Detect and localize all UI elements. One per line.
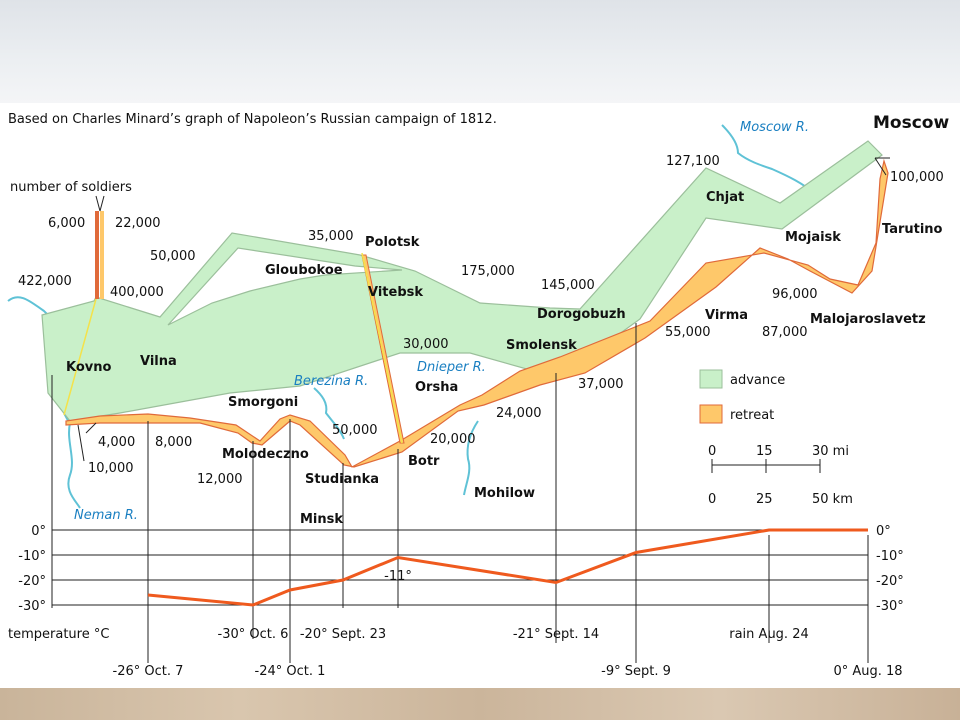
troop-count: 96,000 [772, 287, 818, 302]
scale-km-label: 0 [708, 492, 716, 507]
temperature-point-label: -26° Oct. 7 [113, 664, 184, 679]
city-label: Moscow [873, 113, 949, 133]
temperature-point-label: -11° [384, 569, 412, 584]
troop-count: 400,000 [110, 285, 164, 300]
advance-main [41, 140, 883, 422]
troop-count: 127,100 [666, 154, 720, 169]
river-label: Berezina R. [294, 374, 368, 389]
yellow-cross-line-1 [63, 298, 97, 416]
temperature-point-label: 0° Aug. 18 [833, 664, 902, 679]
troop-count: 175,000 [461, 264, 515, 279]
city-label: Kovno [66, 360, 112, 375]
scale-bar: 0 15 30 mi 0 25 50 km [708, 444, 853, 507]
troop-count: 30,000 [403, 337, 449, 352]
legend-swatch-retreat [699, 404, 723, 424]
temperature-point-label: -30° Oct. 6 [218, 627, 289, 642]
city-label: Mohilow [474, 486, 535, 501]
scale-mi-label: 15 [756, 444, 773, 459]
city-label: Chjat [706, 190, 744, 205]
temperature-point-label: -21° Sept. 14 [513, 627, 599, 642]
temperature-tick-right: -30° [876, 599, 904, 614]
temperature-point-label: -9° Sept. 9 [601, 664, 671, 679]
river-dnieper [463, 420, 479, 496]
city-label: Tarutino [882, 222, 943, 237]
yellow-cross-line-2 [361, 252, 403, 444]
temperature-tick-right: -10° [876, 549, 904, 564]
city-labels: Moscow Kovno Vilna Gloubokoe Polotsk Vit… [66, 113, 949, 527]
temperature-labels: 0° Aug. 18 rain Aug. 24 -9° Sept. 9 -21° Se… [113, 569, 903, 679]
city-label: Smorgoni [228, 395, 298, 410]
city-label: Malojaroslavetz [810, 312, 926, 327]
troop-count: 22,000 [115, 216, 161, 231]
temperature-tick-left: -30° [18, 599, 46, 614]
temperature-tick-left: -20° [18, 574, 46, 589]
legend-swatch-advance [699, 369, 723, 389]
legend-label-advance: advance [730, 373, 785, 388]
temperature-tick-left: 0° [31, 524, 46, 539]
troop-count-labels: 6,000 22,000 422,000 400,000 50,000 35,0… [18, 154, 944, 487]
city-label: Gloubokoe [265, 263, 343, 278]
river-labels: Moscow R. Berezina R. Dnieper R. Neman R… [74, 120, 809, 523]
river-moscow [721, 124, 815, 194]
advance-inner-edge [167, 247, 403, 326]
temperature-point-label: -20° Sept. 23 [300, 627, 386, 642]
river-label: Neman R. [74, 508, 138, 523]
troop-count: 55,000 [665, 325, 711, 340]
troop-count: 8,000 [155, 435, 192, 450]
temperature-point-label: rain Aug. 24 [729, 627, 809, 642]
troop-count: 4,000 [98, 435, 135, 450]
city-label: Vitebsk [368, 285, 423, 300]
city-label: Mojaisk [785, 230, 841, 245]
city-label: Dorogobuzh [537, 307, 626, 322]
city-label: Virma [705, 308, 748, 323]
river-label: Dnieper R. [417, 360, 486, 375]
city-label: Orsha [415, 380, 458, 395]
troop-count: 145,000 [541, 278, 595, 293]
city-label: Studianka [305, 472, 379, 487]
troop-count: 35,000 [308, 229, 354, 244]
city-label: Smolensk [506, 338, 577, 353]
river-label: Moscow R. [740, 120, 809, 135]
troop-count: 37,000 [578, 377, 624, 392]
number-of-soldiers-label: number of soldiers [10, 180, 132, 195]
temperature-grid [52, 529, 868, 606]
city-label: Polotsk [365, 235, 420, 250]
header-background [0, 0, 960, 103]
retreat-main [65, 158, 889, 468]
troop-count: 10,000 [88, 461, 134, 476]
troop-count: 20,000 [430, 432, 476, 447]
temperature-point-label: -24° Oct. 1 [255, 664, 326, 679]
city-label: Botr [408, 454, 440, 469]
river-berezina [313, 387, 345, 440]
flow-legend: advance retreat [699, 369, 785, 424]
temperature-tick-left: -10° [18, 549, 46, 564]
city-label: Molodeczno [222, 447, 309, 462]
troop-count: 12,000 [197, 472, 243, 487]
troop-count: 24,000 [496, 406, 542, 421]
temperature-ticks: 0° 0° -10° -10° -20° -20° -30° -30° [18, 524, 903, 614]
scale-km-label: 50 km [812, 492, 853, 507]
temperature-ylabel: temperature °C [8, 627, 109, 642]
troop-count: 87,000 [762, 325, 808, 340]
scale-mi-label: 0 [708, 444, 716, 459]
troop-count: 50,000 [332, 423, 378, 438]
vilna-detachment [95, 211, 104, 299]
scale-mi-label: 30 mi [812, 444, 849, 459]
troop-count: 50,000 [150, 249, 196, 264]
advance-flow [41, 140, 883, 422]
temperature-tick-right: -20° [876, 574, 904, 589]
troop-count: 100,000 [890, 170, 944, 185]
scale-km-label: 25 [756, 492, 773, 507]
legend-label-retreat: retreat [730, 408, 774, 423]
drop-lines [51, 323, 869, 663]
minard-chart: Based on Charles Minard’s graph of Napol… [0, 103, 960, 688]
city-label: Minsk [300, 512, 343, 527]
troop-count: 422,000 [18, 274, 72, 289]
troop-count: 6,000 [48, 216, 85, 231]
temperature-line [147, 528, 868, 607]
city-label: Vilna [140, 354, 177, 369]
footer-background [0, 688, 960, 720]
temperature-tick-right: 0° [876, 524, 891, 539]
chart-title: Based on Charles Minard’s graph of Napol… [8, 112, 497, 127]
